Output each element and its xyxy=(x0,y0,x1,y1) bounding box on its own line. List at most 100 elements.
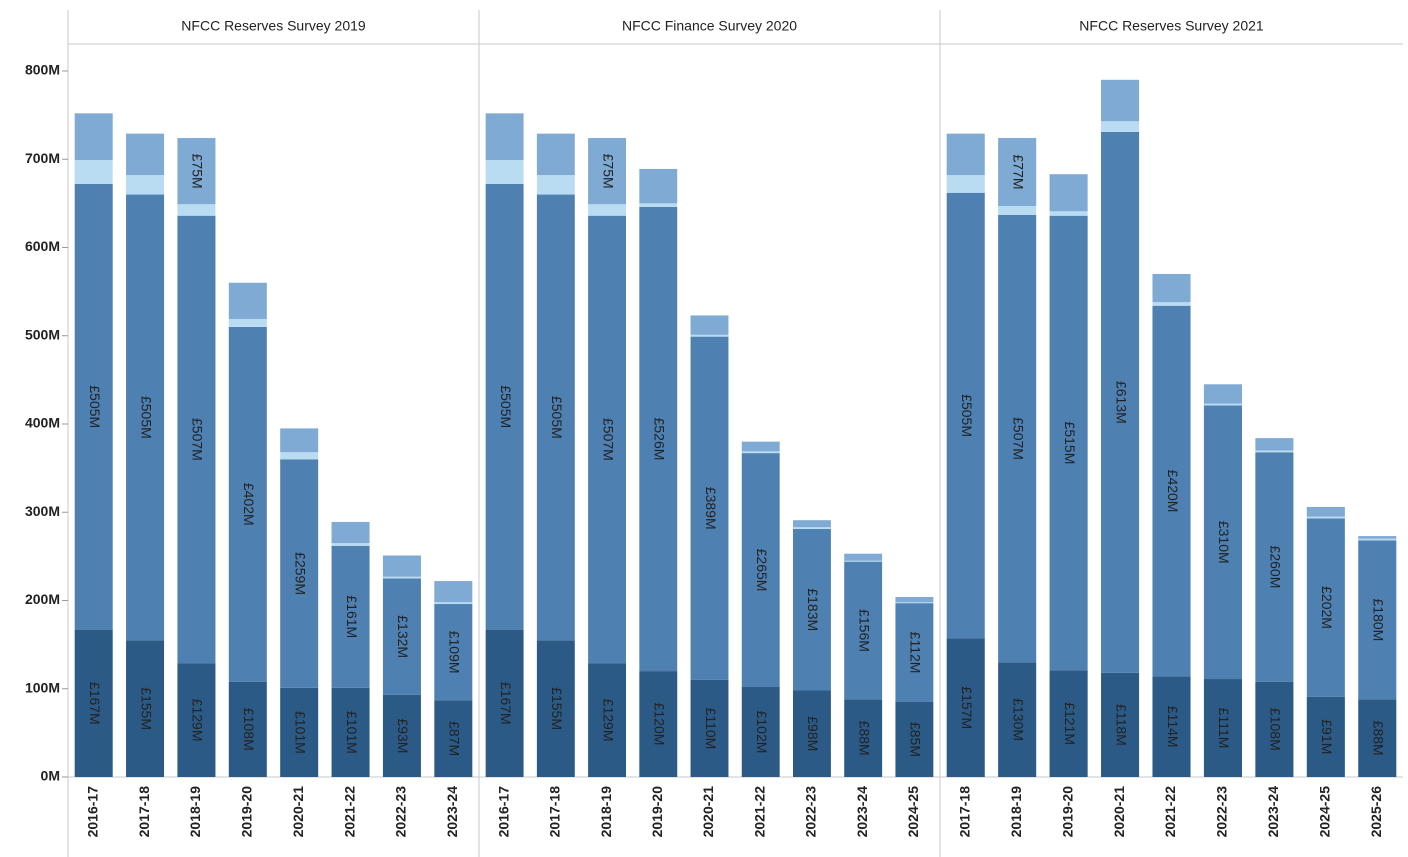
data-label: £157M xyxy=(959,686,975,729)
bar-segment xyxy=(74,183,113,630)
data-label: £98M xyxy=(805,716,821,751)
bar-segment xyxy=(792,529,831,691)
bar-segment xyxy=(895,602,934,604)
x-tick-label: 2024-25 xyxy=(905,786,921,838)
x-tick-label: 2020-21 xyxy=(1111,786,1127,838)
data-label: £265M xyxy=(754,549,770,592)
bar-segment xyxy=(1306,696,1345,777)
panel-title: NFCC Reserves Survey 2021 xyxy=(1079,18,1264,34)
x-tick-label: 2022-23 xyxy=(393,786,409,838)
bar-segment xyxy=(177,663,216,777)
data-label: £77M xyxy=(1010,155,1026,190)
y-tick-label: 500M xyxy=(25,326,60,342)
bar-segment xyxy=(1358,699,1397,777)
bar-segment xyxy=(946,638,985,777)
x-tick-label: 2023-24 xyxy=(854,786,870,838)
bar-segment xyxy=(1152,676,1191,777)
bar-segment xyxy=(998,206,1037,215)
data-label: £505M xyxy=(498,385,514,428)
bar-segment xyxy=(1203,403,1242,406)
data-label: £93M xyxy=(395,718,411,753)
bar-segment xyxy=(1255,438,1294,451)
data-label: £112M xyxy=(908,632,924,674)
bar-segment xyxy=(1101,131,1140,673)
bar-segment xyxy=(639,168,678,204)
y-tick-label: 0M xyxy=(41,768,60,784)
bar-segment xyxy=(280,459,319,688)
x-tick-label: 2025-26 xyxy=(1368,786,1384,838)
bar-segment xyxy=(331,543,370,546)
data-label: £167M xyxy=(87,682,103,725)
x-tick-label: 2022-23 xyxy=(1214,786,1230,838)
bar-segment xyxy=(1101,79,1140,122)
x-tick-label: 2017-18 xyxy=(547,786,563,838)
bar-segment xyxy=(1306,518,1345,697)
data-label: £87M xyxy=(447,721,463,756)
data-label: £155M xyxy=(549,687,565,730)
bar-segment xyxy=(485,113,524,161)
bar-segment xyxy=(1306,516,1345,519)
data-label: £109M xyxy=(447,631,463,674)
bar-segment xyxy=(228,326,267,682)
bar-segment xyxy=(1049,211,1088,216)
bar-segment xyxy=(177,215,216,664)
data-label: £118M xyxy=(1113,704,1129,746)
bar-segment xyxy=(1203,405,1242,680)
data-label: £202M xyxy=(1319,586,1335,629)
data-label: £505M xyxy=(87,385,103,428)
x-tick-label: 2016-17 xyxy=(495,786,511,838)
x-tick-label: 2018-19 xyxy=(1008,786,1024,838)
bar-segment xyxy=(1255,681,1294,777)
data-label: £402M xyxy=(241,483,257,526)
data-label: £75M xyxy=(190,154,206,189)
bar-segment xyxy=(126,175,165,195)
bar-segment xyxy=(844,560,883,562)
data-label: £121M xyxy=(1062,702,1078,745)
x-tick-label: 2019-20 xyxy=(1059,786,1075,838)
bar-segment xyxy=(690,336,729,680)
bar-segment xyxy=(588,215,627,664)
x-tick-label: 2018-19 xyxy=(598,786,614,838)
bar-segment xyxy=(485,183,524,630)
bar-segment xyxy=(690,679,729,777)
bar-segment xyxy=(536,133,575,176)
x-tick-label: 2016-17 xyxy=(84,786,100,838)
bar-segment xyxy=(844,561,883,700)
bar-segment xyxy=(1358,538,1397,541)
data-label: £130M xyxy=(1010,698,1026,741)
data-label: £259M xyxy=(292,552,308,595)
x-tick-label: 2023-24 xyxy=(1265,786,1281,838)
x-tick-label: 2018-19 xyxy=(187,786,203,838)
bar-segment xyxy=(998,662,1037,777)
bar-segment xyxy=(1152,305,1191,677)
x-tick-label: 2020-21 xyxy=(700,786,716,838)
bar-segment xyxy=(228,282,267,319)
bar-segment xyxy=(485,160,524,184)
data-label: £183M xyxy=(805,588,821,631)
bar-segment xyxy=(228,318,267,327)
bar-segment xyxy=(639,671,678,777)
bar-segment xyxy=(1306,506,1345,517)
data-label: £88M xyxy=(1371,721,1387,756)
bar-segment xyxy=(280,452,319,460)
bar-segment xyxy=(639,206,678,672)
data-label: £507M xyxy=(600,418,616,461)
bar-segment xyxy=(126,194,165,641)
data-label: £156M xyxy=(856,609,872,652)
bar-segment xyxy=(74,160,113,184)
bar-segment xyxy=(895,596,934,603)
bar-segment xyxy=(1049,215,1088,671)
bar-segment xyxy=(536,194,575,641)
bar-segment xyxy=(126,640,165,777)
data-label: £108M xyxy=(241,708,257,751)
bar-segment xyxy=(331,545,370,688)
y-tick-label: 700M xyxy=(25,150,60,166)
bar-segment xyxy=(1101,672,1140,777)
data-label: £85M xyxy=(908,722,924,757)
bar-segment xyxy=(946,175,985,193)
bar-segment xyxy=(382,555,421,577)
bar-segment xyxy=(792,520,831,528)
bar-segment xyxy=(1203,384,1242,404)
bar-segment xyxy=(536,640,575,777)
